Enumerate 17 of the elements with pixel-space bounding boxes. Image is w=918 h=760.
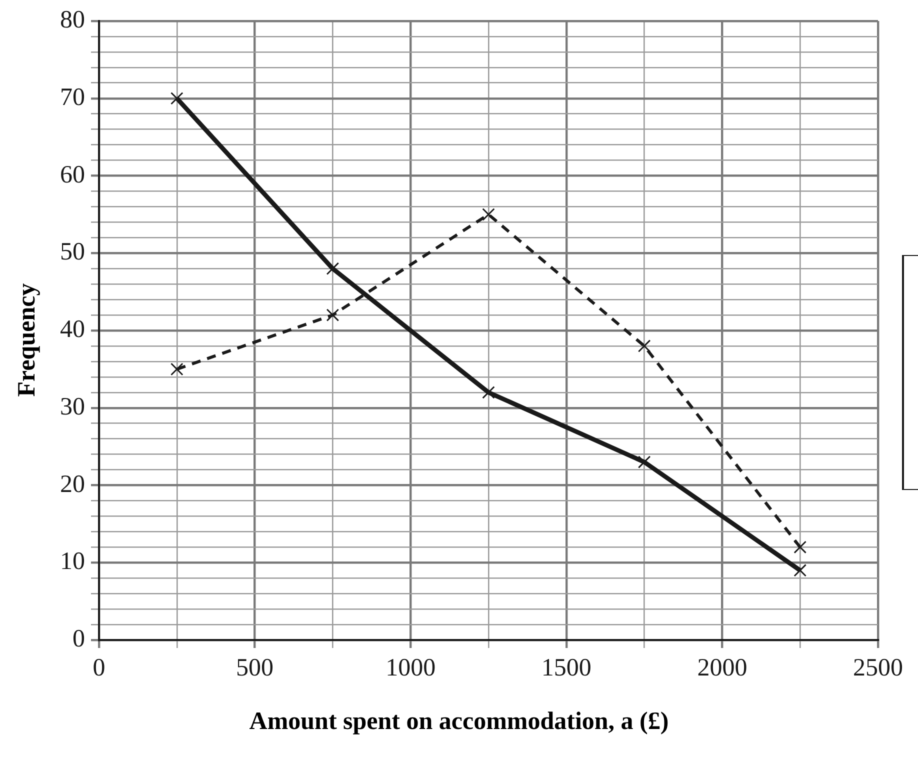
y-tick-label: 60	[60, 161, 85, 188]
y-tick-label: 70	[60, 84, 85, 111]
x-tick-label: 0	[92, 654, 106, 682]
y-axis-title: Frequency	[14, 283, 42, 397]
y-tick-label: 30	[60, 393, 85, 420]
x-tick-label: 2500	[853, 654, 903, 682]
x-tick-label: 500	[236, 654, 274, 682]
x-tick-label: 1000	[386, 654, 436, 682]
y-tick-label: 80	[60, 6, 85, 34]
y-tick-label: 20	[60, 470, 85, 498]
x-tick-label: 2000	[697, 654, 748, 682]
y-tick-label: 50	[60, 238, 85, 266]
y-tick-label: 10	[60, 548, 85, 576]
y-tick-label: 40	[60, 316, 85, 344]
x-tick-label: 1500	[541, 654, 592, 682]
y-tick-label: 0	[72, 626, 85, 653]
x-axis-title: Amount spent on accommodation, a (£)	[248, 708, 670, 736]
